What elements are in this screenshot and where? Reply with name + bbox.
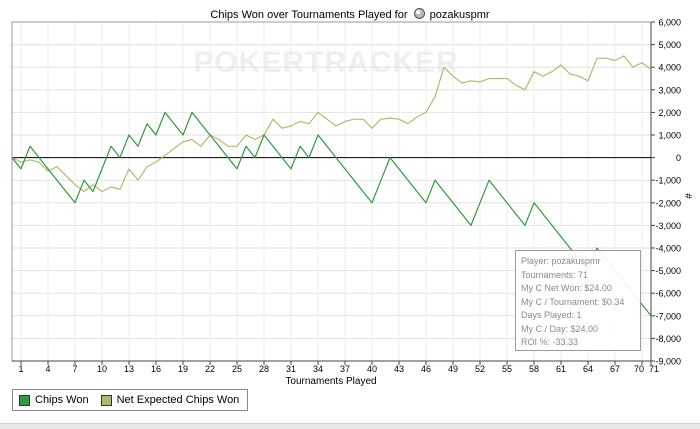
x-tick-label: 55: [502, 364, 512, 374]
y-tick-label: -6,000: [655, 289, 681, 299]
y-tick-label: -3,000: [655, 221, 681, 231]
y-tick-label: 4,000: [658, 63, 681, 73]
x-axis-label: Tournaments Played: [285, 376, 376, 387]
x-tick-label: 70: [634, 364, 644, 374]
x-tick-label: 49: [448, 364, 458, 374]
y-tick-label: 5,000: [658, 40, 681, 50]
x-tick-label: 4: [45, 364, 50, 374]
y-tick-label: -7,000: [655, 311, 681, 321]
x-tick-label: 40: [367, 364, 377, 374]
x-tick-label: 25: [232, 364, 242, 374]
x-tick-label: 19: [178, 364, 188, 374]
y-tick-label: 3,000: [658, 85, 681, 95]
x-tick-label: 58: [529, 364, 539, 374]
tooltip-player: Player: pozakuspmr: [521, 256, 601, 266]
player-icon: [413, 8, 425, 19]
tooltip-roi: ROI %: -33.33: [521, 337, 579, 347]
x-tick-label: 52: [475, 364, 485, 374]
tooltip-tournaments: Tournaments: 71: [521, 269, 589, 280]
chart-title: Chips Won over Tournaments Played for po…: [0, 8, 700, 21]
x-tick-label: 64: [583, 364, 593, 374]
y-tick-label: 2,000: [658, 108, 681, 118]
x-tick-label: 34: [313, 364, 323, 374]
x-tick-label: 37: [340, 364, 350, 374]
y-tick-label: -5,000: [655, 266, 681, 276]
tooltip-per-tournament: My C / Tournament: $0.34: [521, 296, 625, 307]
legend-swatch-chips-won: [19, 394, 30, 406]
x-tick-label: 16: [151, 364, 161, 374]
x-tick-label: 28: [259, 364, 269, 374]
axes: [11, 21, 655, 365]
x-tick-label: 67: [610, 364, 620, 374]
x-tick-label: 31: [286, 364, 296, 374]
x-tick-label: 71: [649, 364, 659, 374]
legend-item-chips-won[interactable]: Chips Won: [19, 394, 89, 406]
x-tick-label: 46: [421, 364, 431, 374]
watermark: POKERTRACKER: [193, 46, 458, 79]
legend-label-net-expected: Net Expected Chips Won: [116, 394, 240, 406]
y-tick-label: 6,000: [658, 18, 681, 28]
x-tick-label: 1: [18, 364, 23, 374]
chart-title-text: Chips Won over Tournaments Played for: [210, 9, 408, 21]
y-axis-label: #: [682, 193, 693, 199]
y-tick-label: -9,000: [655, 357, 681, 367]
x-tick-label: 43: [394, 364, 404, 374]
series-chips-won-line: [11, 111, 652, 317]
window-bottom-edge: [0, 423, 700, 429]
legend: Chips Won Net Expected Chips Won: [12, 389, 249, 411]
x-tick-label: 13: [124, 364, 134, 374]
y-tick-label: -2,000: [655, 198, 681, 208]
legend-label-chips-won: Chips Won: [35, 394, 89, 406]
tooltip-net-won: My C Net Won: $24.00: [521, 283, 612, 293]
series: [11, 55, 652, 317]
series-net-expected-line: [11, 55, 652, 193]
tooltip-days-played: Days Played: 1: [521, 310, 582, 320]
x-tick-label: 61: [556, 364, 566, 374]
y-tick-label: 0: [676, 153, 681, 163]
x-tick-label: 7: [72, 364, 77, 374]
y-tick-label: -4,000: [655, 244, 681, 254]
tick-labels: 6,000 5,000 4,000 3,000 2,000 1,000 0 -1,000 -2,…: [18, 18, 681, 375]
tooltip-per-day: My C / Day: $24.00: [521, 323, 599, 334]
x-tick-label: 22: [205, 364, 215, 374]
stats-tooltip: Player: pozakuspmr Tournaments: 71 My C …: [515, 250, 641, 351]
legend-swatch-net-expected: [100, 394, 112, 406]
x-tick-label: 10: [97, 364, 107, 374]
y-tick-label: -1,000: [655, 176, 681, 186]
y-tick-label: 1,000: [658, 131, 681, 141]
legend-item-net-expected[interactable]: Net Expected Chips Won: [100, 394, 240, 406]
y-tick-label: -8,000: [655, 334, 681, 344]
chart-title-player: pozakuspmr: [429, 9, 490, 21]
